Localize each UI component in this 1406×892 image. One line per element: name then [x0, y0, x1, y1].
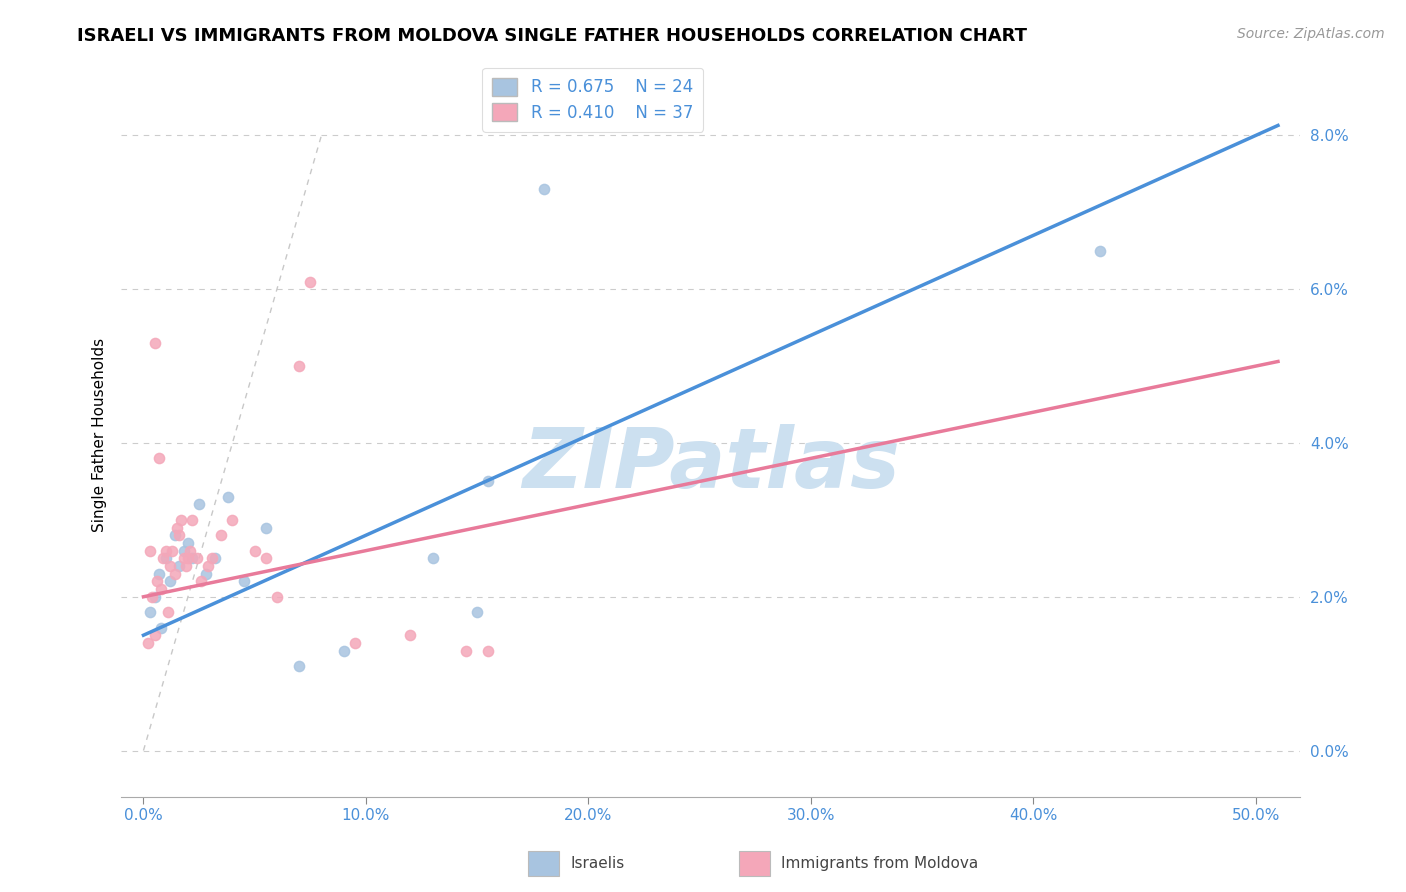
Point [533, 182, 555, 196]
Point [159, 559, 181, 574]
Point [201, 551, 224, 566]
Point [177, 551, 200, 566]
Legend: R = 0.675    N = 24, R = 0.410    N = 37: R = 0.675 N = 24, R = 0.410 N = 37 [482, 68, 703, 132]
Point [204, 551, 226, 566]
Point [139, 543, 162, 558]
Point [332, 643, 354, 657]
Text: Source: ZipAtlas.com: Source: ZipAtlas.com [1237, 27, 1385, 41]
Point [173, 543, 195, 558]
Point [163, 528, 186, 542]
Text: Immigrants from Moldova: Immigrants from Moldova [780, 856, 979, 871]
Point [422, 551, 444, 566]
Point [399, 628, 422, 642]
Point [288, 659, 311, 673]
Point [477, 643, 499, 657]
Text: Israelis: Israelis [569, 856, 624, 871]
Point [209, 528, 232, 542]
Point [1088, 244, 1111, 258]
Point [177, 536, 200, 550]
Y-axis label: Single Father Households: Single Father Households [93, 338, 107, 533]
Point [159, 574, 181, 589]
Point [173, 551, 195, 566]
Point [197, 559, 219, 574]
Point [477, 475, 499, 489]
Point [150, 620, 173, 634]
Point [167, 559, 190, 574]
Point [221, 513, 243, 527]
Point [454, 643, 477, 657]
Point [170, 513, 193, 527]
Point [194, 566, 217, 581]
Point [136, 636, 159, 650]
Point [254, 551, 277, 566]
Point [217, 490, 239, 504]
Point [181, 513, 204, 527]
Point [167, 528, 190, 542]
Point [150, 582, 173, 596]
Text: ISRAELI VS IMMIGRANTS FROM MOLDOVA SINGLE FATHER HOUSEHOLDS CORRELATION CHART: ISRAELI VS IMMIGRANTS FROM MOLDOVA SINGL… [77, 27, 1028, 45]
Point [148, 451, 170, 466]
Point [146, 574, 169, 589]
Point [143, 590, 166, 604]
Point [179, 543, 201, 558]
Point [174, 559, 197, 574]
Point [188, 498, 211, 512]
Point [266, 590, 288, 604]
Point [152, 551, 174, 566]
Point [156, 605, 179, 619]
Point [163, 566, 186, 581]
Point [155, 543, 177, 558]
Point [141, 590, 163, 604]
Point [148, 566, 170, 581]
Text: ZIPatlas: ZIPatlas [522, 424, 900, 505]
Point [288, 359, 311, 373]
Point [343, 636, 366, 650]
Point [162, 543, 184, 558]
Point [254, 520, 277, 534]
Point [181, 551, 204, 566]
Point [155, 551, 177, 566]
Point [186, 551, 208, 566]
Point [143, 628, 166, 642]
Point [299, 275, 322, 289]
Point [139, 605, 162, 619]
Point [143, 336, 166, 351]
Point [465, 605, 488, 619]
Point [232, 574, 254, 589]
Point [190, 574, 212, 589]
Point [243, 543, 266, 558]
Point [166, 520, 188, 534]
